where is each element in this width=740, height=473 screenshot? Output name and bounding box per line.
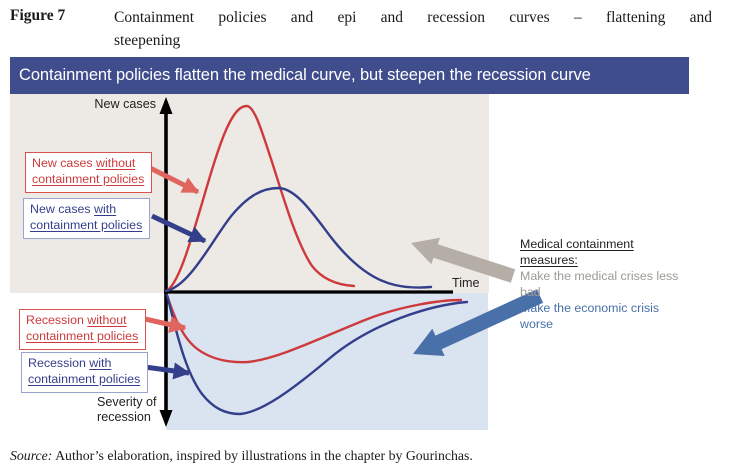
epi-panel-background (10, 94, 489, 293)
x-axis-label-time: Time (452, 276, 480, 290)
figure-title-line2: steepening (114, 31, 181, 49)
label-text-underlined: without containment policies (26, 313, 139, 343)
annotation-heading: Medical containment measures: (520, 237, 634, 267)
arrow-recession-with-label (144, 362, 191, 380)
label-text-plain: Recession (28, 356, 90, 370)
epi-curve-without-containment (164, 104, 356, 293)
label-box-new-cases-with: New cases with containment policies (23, 198, 150, 239)
source-text: Author’s elaboration, inspired by illust… (52, 448, 473, 463)
recession-curve-without-containment (165, 293, 463, 364)
label-text-underlined: with containment policies (30, 202, 143, 232)
y-axis-bottom-arrowhead (159, 410, 173, 427)
label-text-plain: Recession (26, 313, 88, 327)
banner-text: Containment policies flatten the medical… (19, 66, 591, 84)
arrow-recession-without-label (144, 316, 187, 333)
gray-block-arrow-medical (411, 237, 516, 283)
figure-number-label: Figure 7 (10, 7, 66, 24)
label-text-underlined: with containment policies (28, 356, 141, 386)
y-axis-label-severity: Severity of recession (97, 395, 157, 425)
figure-title-line1: Containment policies and epi and recessi… (114, 9, 712, 26)
label-text-plain: New cases (32, 156, 97, 170)
arrow-epi-without-label (148, 165, 200, 195)
annotation-block: Medical containment measures: Make the m… (520, 236, 692, 332)
epi-curve-with-containment (164, 186, 433, 293)
label-text-underlined: without containment policies (32, 156, 145, 186)
y-axis-top-arrowhead (159, 97, 173, 114)
source-note: Source: Author’s elaboration, inspired b… (10, 448, 473, 464)
blue-block-arrow-economic (413, 289, 544, 356)
annotation-gray-text: Make the medical crises less bad (520, 269, 679, 299)
figure-title: Containment policies and epi and recessi… (114, 7, 712, 52)
banner: Containment policies flatten the medical… (10, 57, 689, 94)
y-axis-label-new-cases: New cases (94, 97, 156, 111)
label-text-plain: New cases (30, 202, 95, 216)
label-box-recession-with: Recession with containment policies (21, 352, 148, 393)
source-prefix: Source: (10, 448, 53, 463)
severity-label-line1: Severity of (97, 395, 157, 409)
arrow-epi-with-label (150, 213, 207, 244)
annotation-blue-text: Make the economic crisis worse (520, 301, 660, 331)
label-box-recession-without: Recession without containment policies (19, 309, 146, 350)
label-box-new-cases-without: New cases without containment policies (25, 152, 152, 193)
severity-label-line2: recession (97, 410, 151, 425)
